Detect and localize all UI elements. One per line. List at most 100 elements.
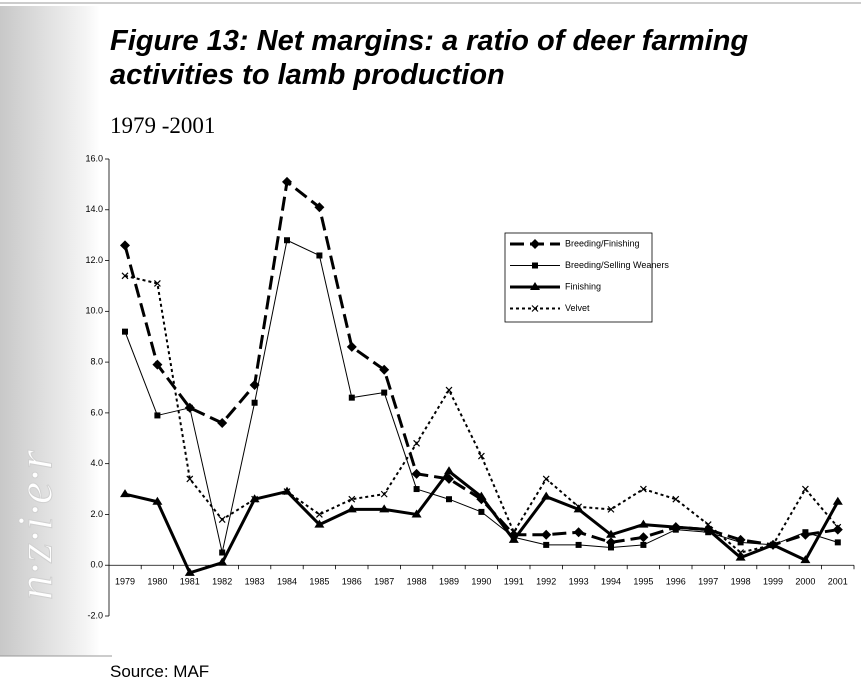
- x-tick-label: 1992: [536, 577, 556, 587]
- x-tick-label: 1982: [212, 577, 232, 587]
- data-point: [834, 539, 841, 546]
- y-tick-label: 12.0: [85, 255, 103, 265]
- x-tick-label: 1996: [666, 577, 686, 587]
- y-tick-label: 16.0: [85, 153, 103, 163]
- y-tick-label: 4.0: [90, 458, 103, 468]
- y-tick-label: 10.0: [85, 306, 103, 316]
- data-point: [476, 491, 487, 500]
- data-point: [346, 341, 357, 352]
- legend-label: Breeding/Finishing: [565, 238, 640, 248]
- data-point: [575, 541, 582, 548]
- data-point: [800, 555, 811, 564]
- data-point: [510, 528, 518, 536]
- data-point: [120, 240, 130, 251]
- legend-label: Finishing: [565, 281, 601, 291]
- legend-marker: [531, 305, 539, 312]
- x-tick-label: 1997: [698, 577, 718, 587]
- series-line: [123, 180, 839, 547]
- data-point: [832, 496, 843, 505]
- data-point: [639, 485, 647, 493]
- data-point: [834, 523, 842, 531]
- x-tick-label: 1993: [569, 577, 589, 587]
- data-point: [121, 272, 129, 280]
- x-tick-label: 1983: [245, 577, 265, 587]
- x-tick-label: 2001: [828, 577, 848, 587]
- y-tick-label: -2.0: [87, 610, 103, 620]
- data-point: [608, 544, 614, 551]
- data-point: [251, 399, 258, 406]
- data-point: [606, 529, 616, 538]
- data-point: [153, 279, 161, 287]
- data-point: [152, 496, 163, 505]
- y-tick-label: 14.0: [85, 204, 103, 214]
- data-point: [379, 504, 390, 513]
- data-point: [186, 404, 193, 411]
- data-point: [802, 529, 809, 536]
- data-point: [249, 379, 260, 390]
- data-point: [573, 527, 584, 538]
- data-point: [769, 541, 777, 549]
- data-point: [542, 475, 550, 483]
- chart-title: Figure 13: Net margins: a ratio of deer …: [110, 25, 749, 91]
- legend-box: [504, 232, 653, 323]
- watermark: n·z·i·e·r: [6, 449, 62, 600]
- x-tick-label: 1990: [471, 577, 491, 587]
- data-point: [607, 505, 615, 513]
- data-point: [217, 418, 228, 429]
- data-point: [251, 495, 259, 503]
- data-point: [638, 519, 649, 528]
- data-point: [184, 567, 195, 576]
- data-point: [122, 328, 128, 335]
- data-point: [314, 519, 325, 528]
- y-tick-label: 8.0: [90, 356, 103, 366]
- data-point: [541, 529, 552, 540]
- data-point: [411, 468, 422, 479]
- legend-marker: [530, 282, 540, 290]
- y-tick-label: 0.0: [90, 560, 103, 570]
- data-point: [411, 509, 422, 518]
- data-point: [445, 386, 453, 394]
- data-point: [737, 539, 744, 546]
- data-point: [316, 252, 323, 259]
- data-point: [737, 549, 745, 556]
- data-point: [640, 541, 647, 548]
- data-point: [348, 495, 356, 503]
- data-point: [573, 504, 584, 513]
- data-point: [446, 496, 452, 503]
- data-point: [218, 516, 226, 523]
- x-tick-label: 2000: [795, 577, 815, 587]
- x-tick-label: 1995: [633, 577, 653, 587]
- x-tick-label: 1998: [731, 577, 751, 587]
- x-tick-label: 1979: [115, 577, 135, 587]
- legend-marker: [532, 262, 538, 269]
- data-point: [348, 394, 355, 401]
- data-point: [380, 490, 388, 498]
- data-point: [543, 541, 550, 548]
- data-point: [283, 488, 291, 496]
- data-point: [575, 503, 583, 511]
- data-point: [477, 452, 485, 460]
- data-point: [508, 534, 519, 543]
- data-point: [735, 552, 746, 561]
- x-tick-label: 1980: [147, 577, 167, 587]
- data-point: [219, 549, 226, 556]
- x-tick-label: 1985: [309, 577, 329, 587]
- x-tick-label: 1984: [277, 577, 297, 587]
- data-point: [672, 495, 680, 503]
- legend-label: Breeding/Selling Weaners: [565, 260, 669, 270]
- data-point: [478, 508, 485, 515]
- y-tick-label: 6.0: [90, 407, 103, 417]
- x-tick-label: 1986: [342, 577, 362, 587]
- data-point: [152, 359, 163, 370]
- series-line: [124, 469, 840, 575]
- sidebar: [0, 6, 100, 656]
- data-point: [638, 532, 649, 543]
- x-tick-label: 1989: [439, 577, 459, 587]
- chart-subtitle: 1979 -2001: [110, 113, 216, 138]
- x-tick-label: 1988: [407, 577, 427, 587]
- series-line: [124, 239, 838, 554]
- data-point: [217, 557, 228, 566]
- x-tick-label: 1994: [601, 577, 621, 587]
- data-point: [282, 486, 292, 495]
